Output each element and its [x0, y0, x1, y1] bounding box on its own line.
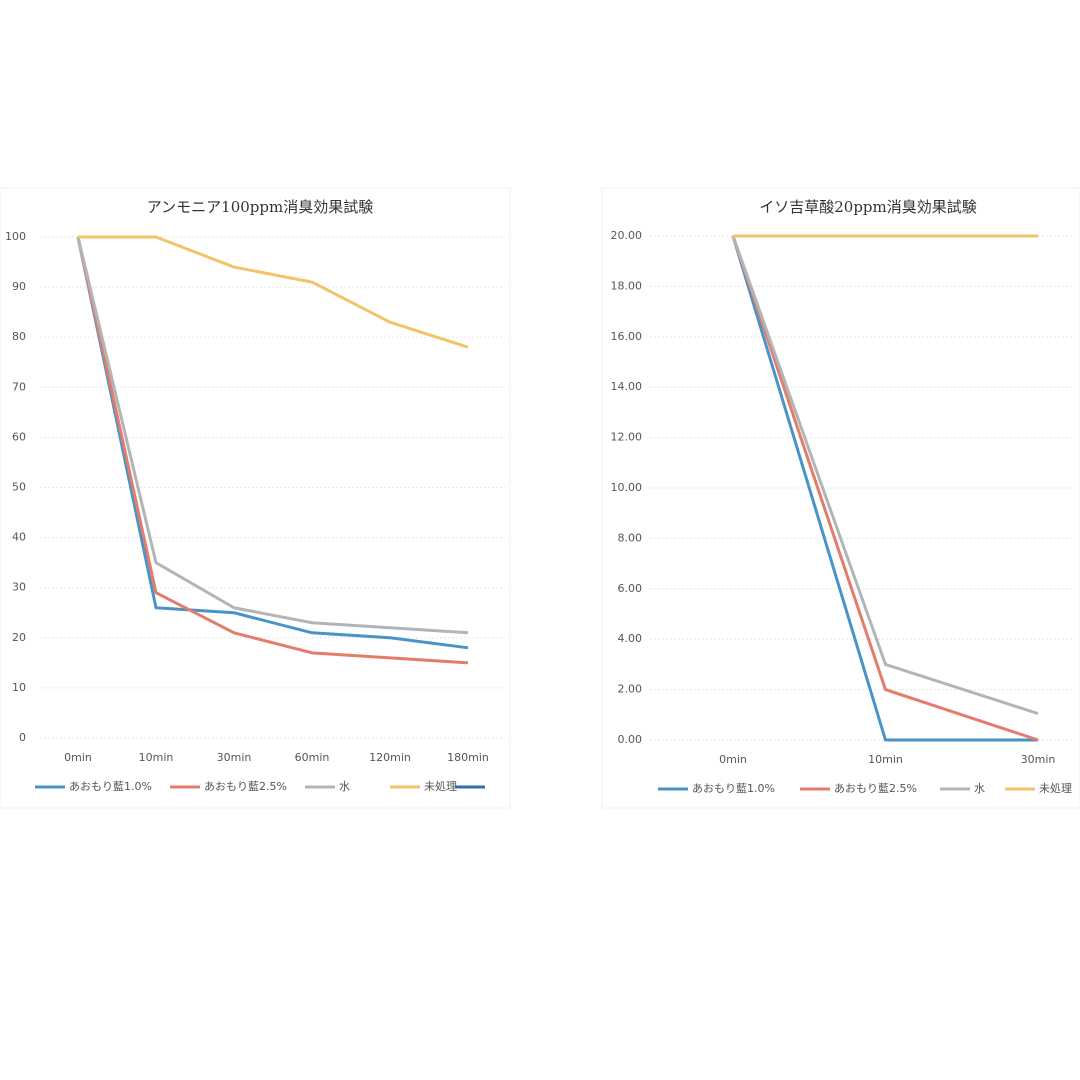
y-tick-label: 30	[12, 581, 26, 594]
legend-label: あおもり藍2.5%	[204, 780, 287, 793]
legend-label: 水	[974, 782, 985, 795]
series-line	[731, 235, 1039, 715]
chart-title: アンモニア100ppm消臭効果試験	[147, 198, 373, 216]
y-tick-label: 20.00	[611, 229, 643, 242]
legend-label: 未処理	[1039, 782, 1072, 795]
y-tick-label: 40	[12, 531, 26, 544]
x-tick-label: 30min	[1021, 753, 1056, 766]
y-tick-label: 70	[12, 380, 26, 393]
y-tick-label: 14.00	[611, 380, 643, 393]
y-tick-label: 50	[12, 481, 26, 494]
series-line	[76, 236, 469, 650]
y-tick-label: 20	[12, 631, 26, 644]
y-tick-label: 16.00	[611, 330, 643, 343]
legend-label: あおもり藍1.0%	[692, 782, 775, 795]
x-tick-label: 30min	[217, 751, 252, 764]
series-line	[731, 235, 1038, 742]
legend-label: 水	[339, 780, 350, 793]
series-line	[76, 236, 469, 635]
chart-panel	[0, 187, 511, 809]
legend-label: あおもり藍1.0%	[69, 780, 152, 793]
x-tick-label: 0min	[719, 753, 747, 766]
y-tick-label: 12.00	[611, 431, 643, 444]
chart-panel	[601, 187, 1080, 809]
y-tick-label: 18.00	[611, 279, 643, 292]
series-line	[78, 235, 469, 349]
legend-label: あおもり藍2.5%	[834, 782, 917, 795]
series-line	[731, 235, 1039, 742]
y-tick-label: 80	[12, 330, 26, 343]
x-tick-label: 180min	[447, 751, 489, 764]
chart-title: イソ吉草酸20ppm消臭効果試験	[759, 198, 977, 216]
y-tick-label: 90	[12, 280, 26, 293]
y-tick-label: 60	[12, 430, 26, 443]
y-tick-label: 10.00	[611, 481, 643, 494]
y-tick-label: 4.00	[618, 632, 643, 645]
y-tick-label: 0	[19, 731, 26, 744]
x-tick-label: 10min	[868, 753, 903, 766]
x-tick-label: 60min	[295, 751, 330, 764]
y-tick-label: 8.00	[618, 531, 643, 544]
x-tick-label: 120min	[369, 751, 411, 764]
y-tick-label: 2.00	[618, 683, 643, 696]
series-line	[76, 236, 469, 665]
y-tick-label: 0.00	[618, 733, 643, 746]
y-tick-label: 100	[5, 230, 26, 243]
x-tick-label: 0min	[64, 751, 92, 764]
y-tick-label: 6.00	[618, 582, 643, 595]
x-tick-label: 10min	[139, 751, 174, 764]
y-tick-label: 10	[12, 681, 26, 694]
legend-label: 未処理	[424, 780, 457, 793]
